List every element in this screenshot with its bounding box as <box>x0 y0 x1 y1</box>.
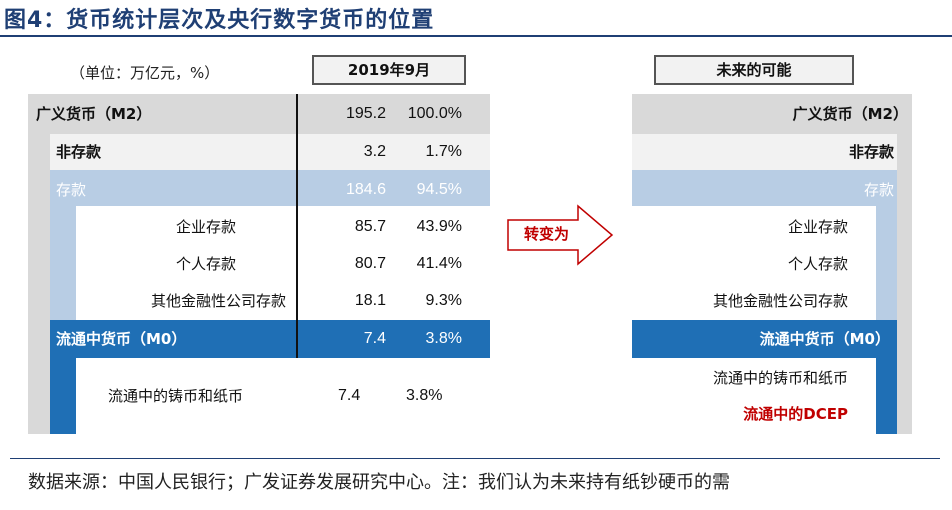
right-row-corporate-label: 企业存款 <box>787 218 848 236</box>
footer-rule <box>10 458 940 459</box>
right-row-nondeposit-label: 非存款 <box>848 143 894 161</box>
left-row-other-financial-pct: 9.3% <box>425 292 462 309</box>
left-row-nondeposit-pct: 1.7% <box>425 143 462 160</box>
left-header: 2019年9月 <box>312 55 466 85</box>
arrow-label: 转变为 <box>524 225 570 243</box>
left-row-deposit-value: 184.6 <box>345 181 386 198</box>
left-row-m0-label: 流通中货币（M0） <box>56 330 187 348</box>
left-row-coins-value: 7.4 <box>338 387 361 404</box>
left-divider <box>296 94 298 358</box>
left-row-deposit-label: 存款 <box>56 181 87 199</box>
left-row-corporate-label: 企业存款 <box>175 218 236 236</box>
right-row-personal-label: 个人存款 <box>787 255 848 273</box>
unit-note: （单位：万亿元，%） <box>70 64 220 82</box>
left-row-other-financial-label: 其他金融性公司存款 <box>150 292 286 310</box>
left-row-m2-pct: 100.0% <box>407 105 462 122</box>
left-m0-inner <box>76 358 490 434</box>
right-header: 未来的可能 <box>654 55 854 85</box>
page-title: 图4：货币统计层次及央行数字货币的位置 <box>4 8 435 33</box>
right-row-m0-label: 流通中货币（M0） <box>759 330 890 348</box>
left-row-nondeposit-value: 3.2 <box>363 143 386 160</box>
footnote: 数据来源：中国人民银行；广发证券发展研究中心。注：我们认为未来持有纸钞硬币的需 <box>28 472 730 493</box>
left-row-nondeposit-label: 非存款 <box>56 143 102 161</box>
left-row-m2-value: 195.2 <box>345 105 386 122</box>
transform-arrow-icon <box>507 204 614 266</box>
left-row-coins-label: 流通中的铸币和纸币 <box>108 387 244 405</box>
left-row-m0-value: 7.4 <box>363 330 386 347</box>
right-row-dcep-label: 流通中的DCEP <box>743 405 848 423</box>
left-row-corporate-value: 85.7 <box>354 218 386 235</box>
left-row-deposit-pct: 94.5% <box>416 181 462 198</box>
left-row-coins-pct: 3.8% <box>406 387 443 404</box>
right-row-other-financial-label: 其他金融性公司存款 <box>712 292 848 310</box>
right-row-deposit-label: 存款 <box>863 181 894 199</box>
right-row-m2-label: 广义货币（M2） <box>792 105 908 123</box>
left-row-m2-label: 广义货币（M2） <box>36 105 152 123</box>
left-row-other-financial-value: 18.1 <box>354 292 386 309</box>
left-row-personal-value: 80.7 <box>354 255 386 272</box>
left-row-personal-pct: 41.4% <box>416 255 462 272</box>
left-row-personal-label: 个人存款 <box>175 255 236 273</box>
left-deposit-inner <box>76 206 490 320</box>
right-deposit-inner <box>632 206 876 320</box>
right-row-coins-label: 流通中的铸币和纸币 <box>712 369 848 387</box>
left-row-corporate-pct: 43.9% <box>416 218 462 235</box>
title-rule <box>0 35 952 37</box>
right-m0-inner <box>632 358 876 434</box>
left-row-m0-pct: 3.8% <box>425 330 462 347</box>
